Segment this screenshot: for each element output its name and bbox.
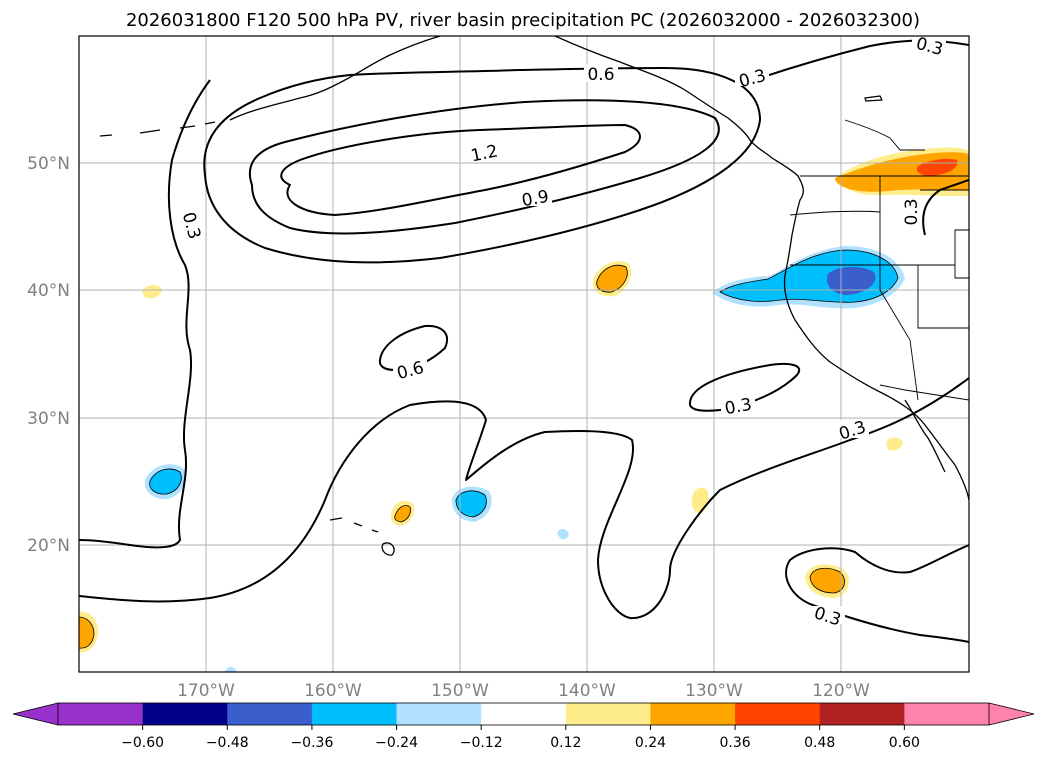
colorbar-extend-low-arrow [13, 703, 58, 725]
lon-label: 130°W [685, 681, 743, 701]
negative-anomaly-region [149, 469, 182, 495]
colorbar-segment [396, 703, 482, 725]
positive-anomaly-region [142, 284, 162, 299]
colorbar-tick-label: −0.12 [460, 735, 503, 751]
precip-shading [79, 147, 969, 672]
lat-label: 40°N [27, 281, 70, 301]
colorbar-segment [735, 703, 821, 725]
negative-anomaly-region [557, 528, 569, 540]
state-border [790, 264, 919, 401]
lat-label: 20°N [27, 536, 70, 556]
negative-anomaly-region [225, 666, 237, 672]
colorbar: −0.60 −0.48 −0.36 −0.24 −0.12 0.12 0.24 0.36 0.4… [12, 702, 1035, 751]
colorbar-tick-label: −0.36 [290, 735, 333, 751]
contour-label: 0.9 [520, 187, 550, 211]
pv-contour-0.9 [248, 99, 720, 235]
pv-contour-0.3 [79, 377, 969, 620]
province-border [844, 119, 925, 151]
pv-contour-0.6 [203, 66, 761, 264]
pv-contour-1.2 [280, 124, 641, 216]
lon-label: 120°W [812, 681, 870, 701]
alaska-peninsula-coastline [229, 36, 441, 121]
lon-label: 140°W [558, 681, 616, 701]
colorbar-segment [650, 703, 736, 725]
negative-anomaly-region [456, 490, 487, 517]
coastlines [99, 36, 969, 556]
positive-anomaly-region [886, 437, 903, 451]
colorbar-segment [227, 703, 313, 725]
pv-contour-0.6 [378, 324, 448, 371]
colorbar-segment [565, 703, 651, 725]
map-frame [78, 35, 970, 673]
colorbar-extend-high-arrow [989, 703, 1034, 725]
positive-anomaly-region [596, 265, 628, 293]
hawaiian-islands [329, 517, 395, 556]
pv-contours [79, 39, 969, 643]
pv-contour-0.3 [79, 79, 211, 549]
colorbar-tick-label: −0.48 [206, 735, 249, 751]
latitude-labels: 50°N 40°N 30°N 20°N [27, 154, 70, 556]
lake-outline [864, 95, 883, 102]
map-panel: 1.2 0.9 0.6 0.6 0.3 0.3 0.3 0.3 0.3 0.3 [78, 35, 970, 673]
colorbar-tick-label: 0.36 [720, 735, 751, 751]
contour-label: 0.6 [587, 65, 614, 85]
north-america-coastline [554, 36, 969, 501]
political-borders [789, 119, 969, 401]
colorbar-tick-label: −0.60 [121, 735, 164, 751]
colorbar-segment [904, 703, 990, 725]
colorbar-tick-label: −0.24 [375, 735, 418, 751]
colorbar-tick-label: 0.60 [889, 735, 920, 751]
longitude-labels: 170°W 160°W 150°W 140°W 130°W 120°W [177, 681, 870, 701]
contour-label: 0.3 [723, 395, 753, 419]
lat-label: 50°N [27, 154, 70, 174]
colorbar-frame [57, 702, 990, 726]
map-title: 2026031800 F120 500 hPa PV, river basin … [126, 10, 920, 31]
colorbar-segment [142, 703, 228, 725]
lon-label: 170°W [177, 681, 235, 701]
colorbar-arrow-outline [12, 702, 1035, 726]
baja-coastline [904, 399, 946, 473]
pv-contour-labels: 1.2 0.9 0.6 0.6 0.3 0.3 0.3 0.3 0.3 0.3 [178, 36, 946, 631]
colorbar-segment [819, 703, 905, 725]
state-border [917, 265, 969, 329]
colorbar-tick-label: 0.48 [804, 735, 835, 751]
aleutian-islands [99, 121, 216, 137]
colorbar-segment [481, 703, 567, 725]
positive-anomaly-region [79, 617, 94, 649]
lon-label: 150°W [431, 681, 489, 701]
us-mexico-border [879, 384, 969, 401]
pv-contour-0.3 [785, 544, 969, 643]
negative-anomaly-region [826, 266, 876, 295]
colorbar-tick-label: 0.24 [635, 735, 666, 751]
gridlines [79, 36, 969, 672]
lat-label: 30°N [27, 409, 70, 429]
positive-anomaly-region [810, 568, 845, 593]
state-border [879, 176, 969, 279]
colorbar-segment [311, 703, 398, 725]
pv-contour-0.3 [688, 362, 800, 412]
pv-contour-0.3 [922, 179, 969, 236]
lon-label: 160°W [304, 681, 362, 701]
colorbar-segment [58, 703, 144, 725]
colorbar-tick-label: 0.12 [550, 735, 581, 751]
contour-label: 0.3 [902, 198, 922, 225]
